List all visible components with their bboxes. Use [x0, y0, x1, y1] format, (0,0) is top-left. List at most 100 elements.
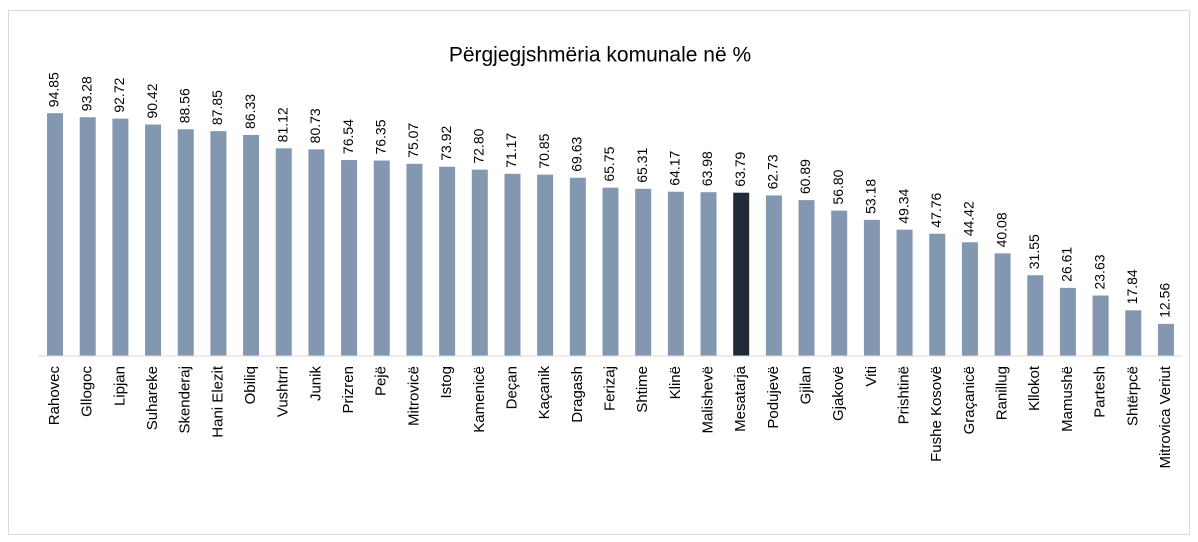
x-tick-label: Klinë	[667, 366, 684, 399]
x-tick-label: Lipjan	[111, 366, 128, 406]
x-tick-label: Gjilan	[798, 366, 815, 404]
bar	[602, 187, 619, 356]
bar	[569, 177, 586, 356]
x-tick-label: Deçan	[503, 366, 520, 409]
x-tick-label: Graçanicë	[961, 366, 978, 434]
value-label: 69.63	[569, 136, 585, 171]
bar	[798, 200, 815, 356]
value-label: 86.33	[242, 94, 258, 129]
x-tick-label: Prizren	[340, 366, 357, 414]
value-label: 62.73	[765, 154, 781, 189]
bar	[471, 169, 488, 356]
bar	[961, 242, 978, 356]
value-label: 93.28	[78, 76, 94, 111]
bar	[504, 173, 521, 356]
value-label: 88.56	[176, 88, 192, 123]
bar	[765, 195, 782, 356]
x-tick-label: Mamushë	[1059, 366, 1076, 432]
bar	[994, 253, 1011, 356]
x-tick-label: Viti	[863, 366, 880, 387]
bar	[896, 229, 913, 356]
bar	[373, 160, 390, 356]
x-tick-label: Mesatarja	[732, 365, 749, 432]
chart-border	[8, 10, 1190, 535]
bar	[733, 192, 750, 356]
bar	[439, 166, 456, 356]
value-label: 23.63	[1091, 254, 1107, 289]
value-label: 81.12	[274, 107, 290, 142]
bar	[700, 192, 717, 356]
x-tick-label: Malishevë	[699, 366, 716, 434]
value-label: 12.56	[1157, 283, 1173, 318]
x-tick-label: Mitrovicë	[405, 366, 422, 426]
bar	[79, 117, 96, 356]
x-tick-label: Shtërpcë	[1124, 366, 1141, 426]
value-label: 76.35	[372, 119, 388, 154]
bar	[341, 160, 358, 356]
x-tick-label: Partesh	[1092, 366, 1109, 418]
value-label: 76.54	[340, 119, 356, 154]
x-tick-label: Prishtinë	[896, 366, 913, 424]
value-label: 65.75	[601, 146, 617, 181]
x-tick-label: Pejë	[373, 366, 390, 396]
x-tick-label: Shtime	[634, 366, 651, 413]
bar	[243, 134, 260, 356]
x-tick-label: Podujevë	[765, 366, 782, 429]
bar	[635, 188, 652, 356]
x-tick-label: Hani Elezit	[209, 365, 226, 438]
bar	[145, 124, 162, 356]
x-tick-label: Kamenicë	[471, 366, 488, 433]
bar	[537, 174, 554, 356]
bar	[1157, 323, 1174, 356]
bar	[1125, 310, 1142, 356]
value-label: 44.42	[961, 201, 977, 236]
value-label: 73.92	[438, 126, 454, 161]
bar	[112, 118, 129, 356]
bar	[863, 219, 880, 356]
value-label: 26.61	[1059, 247, 1075, 282]
x-tick-label: Fushe Kosovë	[928, 366, 945, 462]
bar	[406, 163, 423, 356]
value-label: 31.55	[1026, 234, 1042, 269]
value-label: 60.89	[797, 159, 813, 194]
x-tick-label: Ferizaj	[601, 366, 618, 411]
bar	[275, 148, 292, 356]
bar	[831, 210, 848, 356]
value-label: 87.85	[209, 90, 225, 125]
value-label: 75.07	[405, 123, 421, 158]
x-tick-label: Obiliq	[242, 366, 259, 404]
bar	[1092, 295, 1109, 356]
bar	[210, 131, 227, 356]
value-label: 63.98	[699, 151, 715, 186]
value-label: 72.80	[471, 128, 487, 163]
bar	[929, 233, 946, 356]
x-tick-label: Rahovec	[46, 366, 63, 426]
value-label: 65.31	[634, 148, 650, 183]
value-label: 53.18	[863, 179, 879, 214]
value-label: 49.34	[895, 188, 911, 223]
value-label: 40.08	[993, 212, 1009, 247]
x-tick-label: Kaçanik	[536, 366, 553, 420]
x-tick-label: Gjakovë	[830, 366, 847, 421]
bar	[308, 149, 325, 356]
value-label: 17.84	[1124, 269, 1140, 304]
value-label: 90.42	[144, 83, 160, 118]
value-label: 80.73	[307, 108, 323, 143]
value-label: 92.72	[111, 77, 127, 112]
value-label: 71.17	[503, 133, 519, 168]
x-tick-label: Kllokot	[1026, 365, 1043, 411]
value-label: 64.17	[667, 150, 683, 185]
bar	[177, 129, 194, 356]
x-tick-label: Junik	[307, 366, 324, 402]
value-label: 70.85	[536, 133, 552, 168]
x-tick-label: Dragash	[569, 366, 586, 423]
value-label: 94.85	[46, 72, 62, 107]
x-tick-label: Gllogoc	[79, 366, 96, 417]
x-tick-label: Mitrovica Veriut	[1157, 365, 1174, 468]
value-label: 47.76	[928, 192, 944, 227]
x-tick-label: Skenderaj	[177, 366, 194, 434]
value-label: 56.80	[830, 169, 846, 204]
bar	[47, 113, 64, 357]
x-tick-label: Ranillug	[994, 366, 1011, 420]
